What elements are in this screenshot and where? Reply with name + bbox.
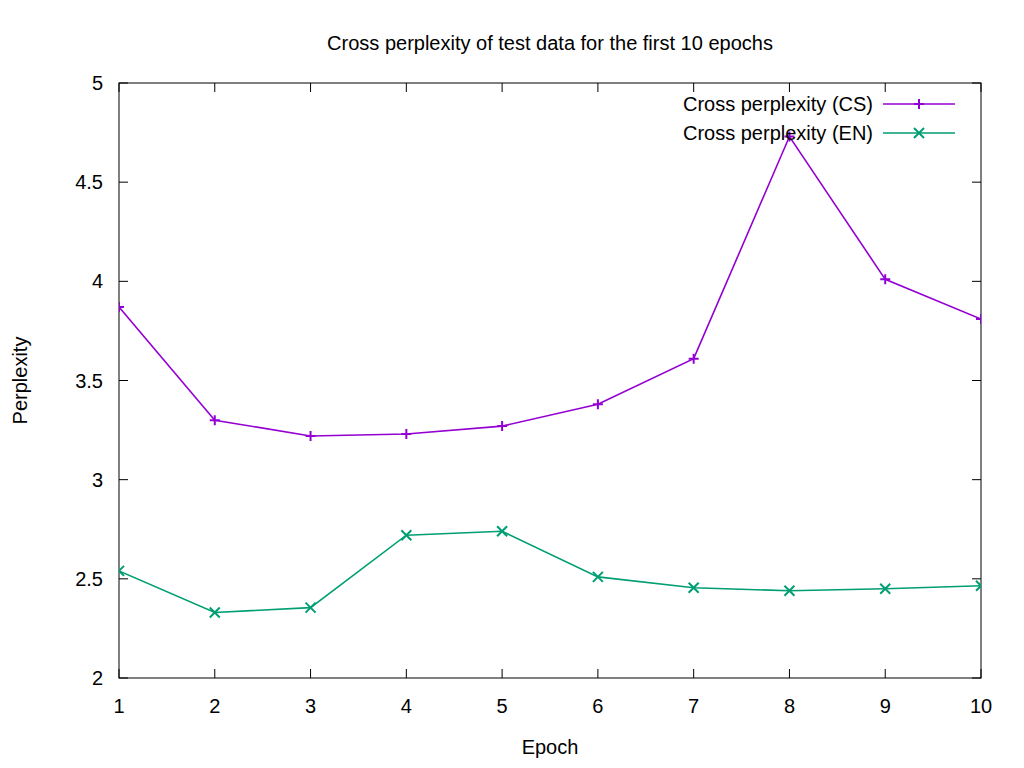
x-tick-label: 8: [784, 695, 795, 717]
x-tick-label: 1: [113, 695, 124, 717]
y-tick-mirror: [972, 380, 981, 381]
data-point: [497, 421, 507, 431]
legend-entry: Cross perplexity (CS): [683, 93, 955, 115]
chart: 22.533.544.5512345678910Cross perplexity…: [0, 0, 1024, 768]
y-tick: [119, 479, 128, 480]
x-tick: [214, 669, 215, 678]
y-tick: [119, 182, 128, 183]
data-point: [880, 584, 890, 594]
x-tick-mirror: [406, 83, 407, 92]
data-point: [689, 583, 699, 593]
x-tick-mirror: [597, 83, 598, 92]
y-axis-label: Perplexity: [9, 337, 31, 425]
data-point: [306, 431, 316, 441]
x-tick-label: 10: [970, 695, 992, 717]
y-tick-label: 3.5: [75, 370, 103, 392]
y-tick-mirror: [972, 479, 981, 480]
y-tick-label: 5: [92, 72, 103, 94]
series-line: [119, 137, 981, 436]
x-tick-mirror: [885, 83, 886, 92]
x-tick-mirror: [310, 83, 311, 92]
plot-area: [119, 132, 981, 618]
x-tick: [502, 669, 503, 678]
x-tick-label: 4: [401, 695, 412, 717]
legend-label: Cross perplexity (EN): [683, 122, 873, 144]
x-tick-mirror: [502, 83, 503, 92]
y-tick-label: 2: [92, 667, 103, 689]
data-point: [593, 399, 603, 409]
y-tick-label: 4: [92, 270, 103, 292]
y-tick-mirror: [972, 182, 981, 183]
data-point: [880, 274, 890, 284]
legend-marker: [914, 128, 924, 138]
x-tick-label: 2: [209, 695, 220, 717]
x-tick-label: 7: [688, 695, 699, 717]
data-point: [497, 526, 507, 536]
x-tick-mirror: [214, 83, 215, 92]
x-tick-label: 3: [305, 695, 316, 717]
series-line: [119, 531, 981, 612]
x-tick-mirror: [789, 83, 790, 92]
background: [0, 0, 1024, 768]
data-point: [593, 572, 603, 582]
y-tick: [119, 578, 128, 579]
y-tick-mirror: [972, 281, 981, 282]
data-point: [401, 429, 411, 439]
data-point: [784, 586, 794, 596]
legend-marker: [914, 99, 924, 109]
data-point: [119, 566, 124, 576]
y-tick-label: 3: [92, 469, 103, 491]
data-point: [119, 302, 124, 312]
x-tick: [885, 669, 886, 678]
x-tick: [597, 669, 598, 678]
data-point: [976, 581, 981, 591]
x-tick: [406, 669, 407, 678]
y-tick: [119, 380, 128, 381]
x-tick-label: 6: [592, 695, 603, 717]
data-point: [976, 314, 981, 324]
data-point: [401, 530, 411, 540]
y-tick-mirror: [972, 578, 981, 579]
data-point: [689, 354, 699, 364]
data-point: [210, 415, 220, 425]
x-axis-label: Epoch: [522, 736, 579, 758]
x-tick-mirror: [693, 83, 694, 92]
x-tick: [789, 669, 790, 678]
legend-entry: Cross perplexity (EN): [683, 122, 955, 144]
y-tick-label: 4.5: [75, 171, 103, 193]
plot-frame: [119, 83, 981, 678]
y-tick: [119, 281, 128, 282]
legend-label: Cross perplexity (CS): [683, 93, 873, 115]
chart-title: Cross perplexity of test data for the fi…: [327, 32, 773, 54]
x-tick: [693, 669, 694, 678]
data-point: [306, 603, 316, 613]
x-tick-label: 5: [497, 695, 508, 717]
x-tick: [310, 669, 311, 678]
y-tick-label: 2.5: [75, 568, 103, 590]
data-point: [210, 608, 220, 618]
chart-container: 22.533.544.5512345678910Cross perplexity…: [0, 0, 1024, 768]
x-tick-label: 9: [880, 695, 891, 717]
